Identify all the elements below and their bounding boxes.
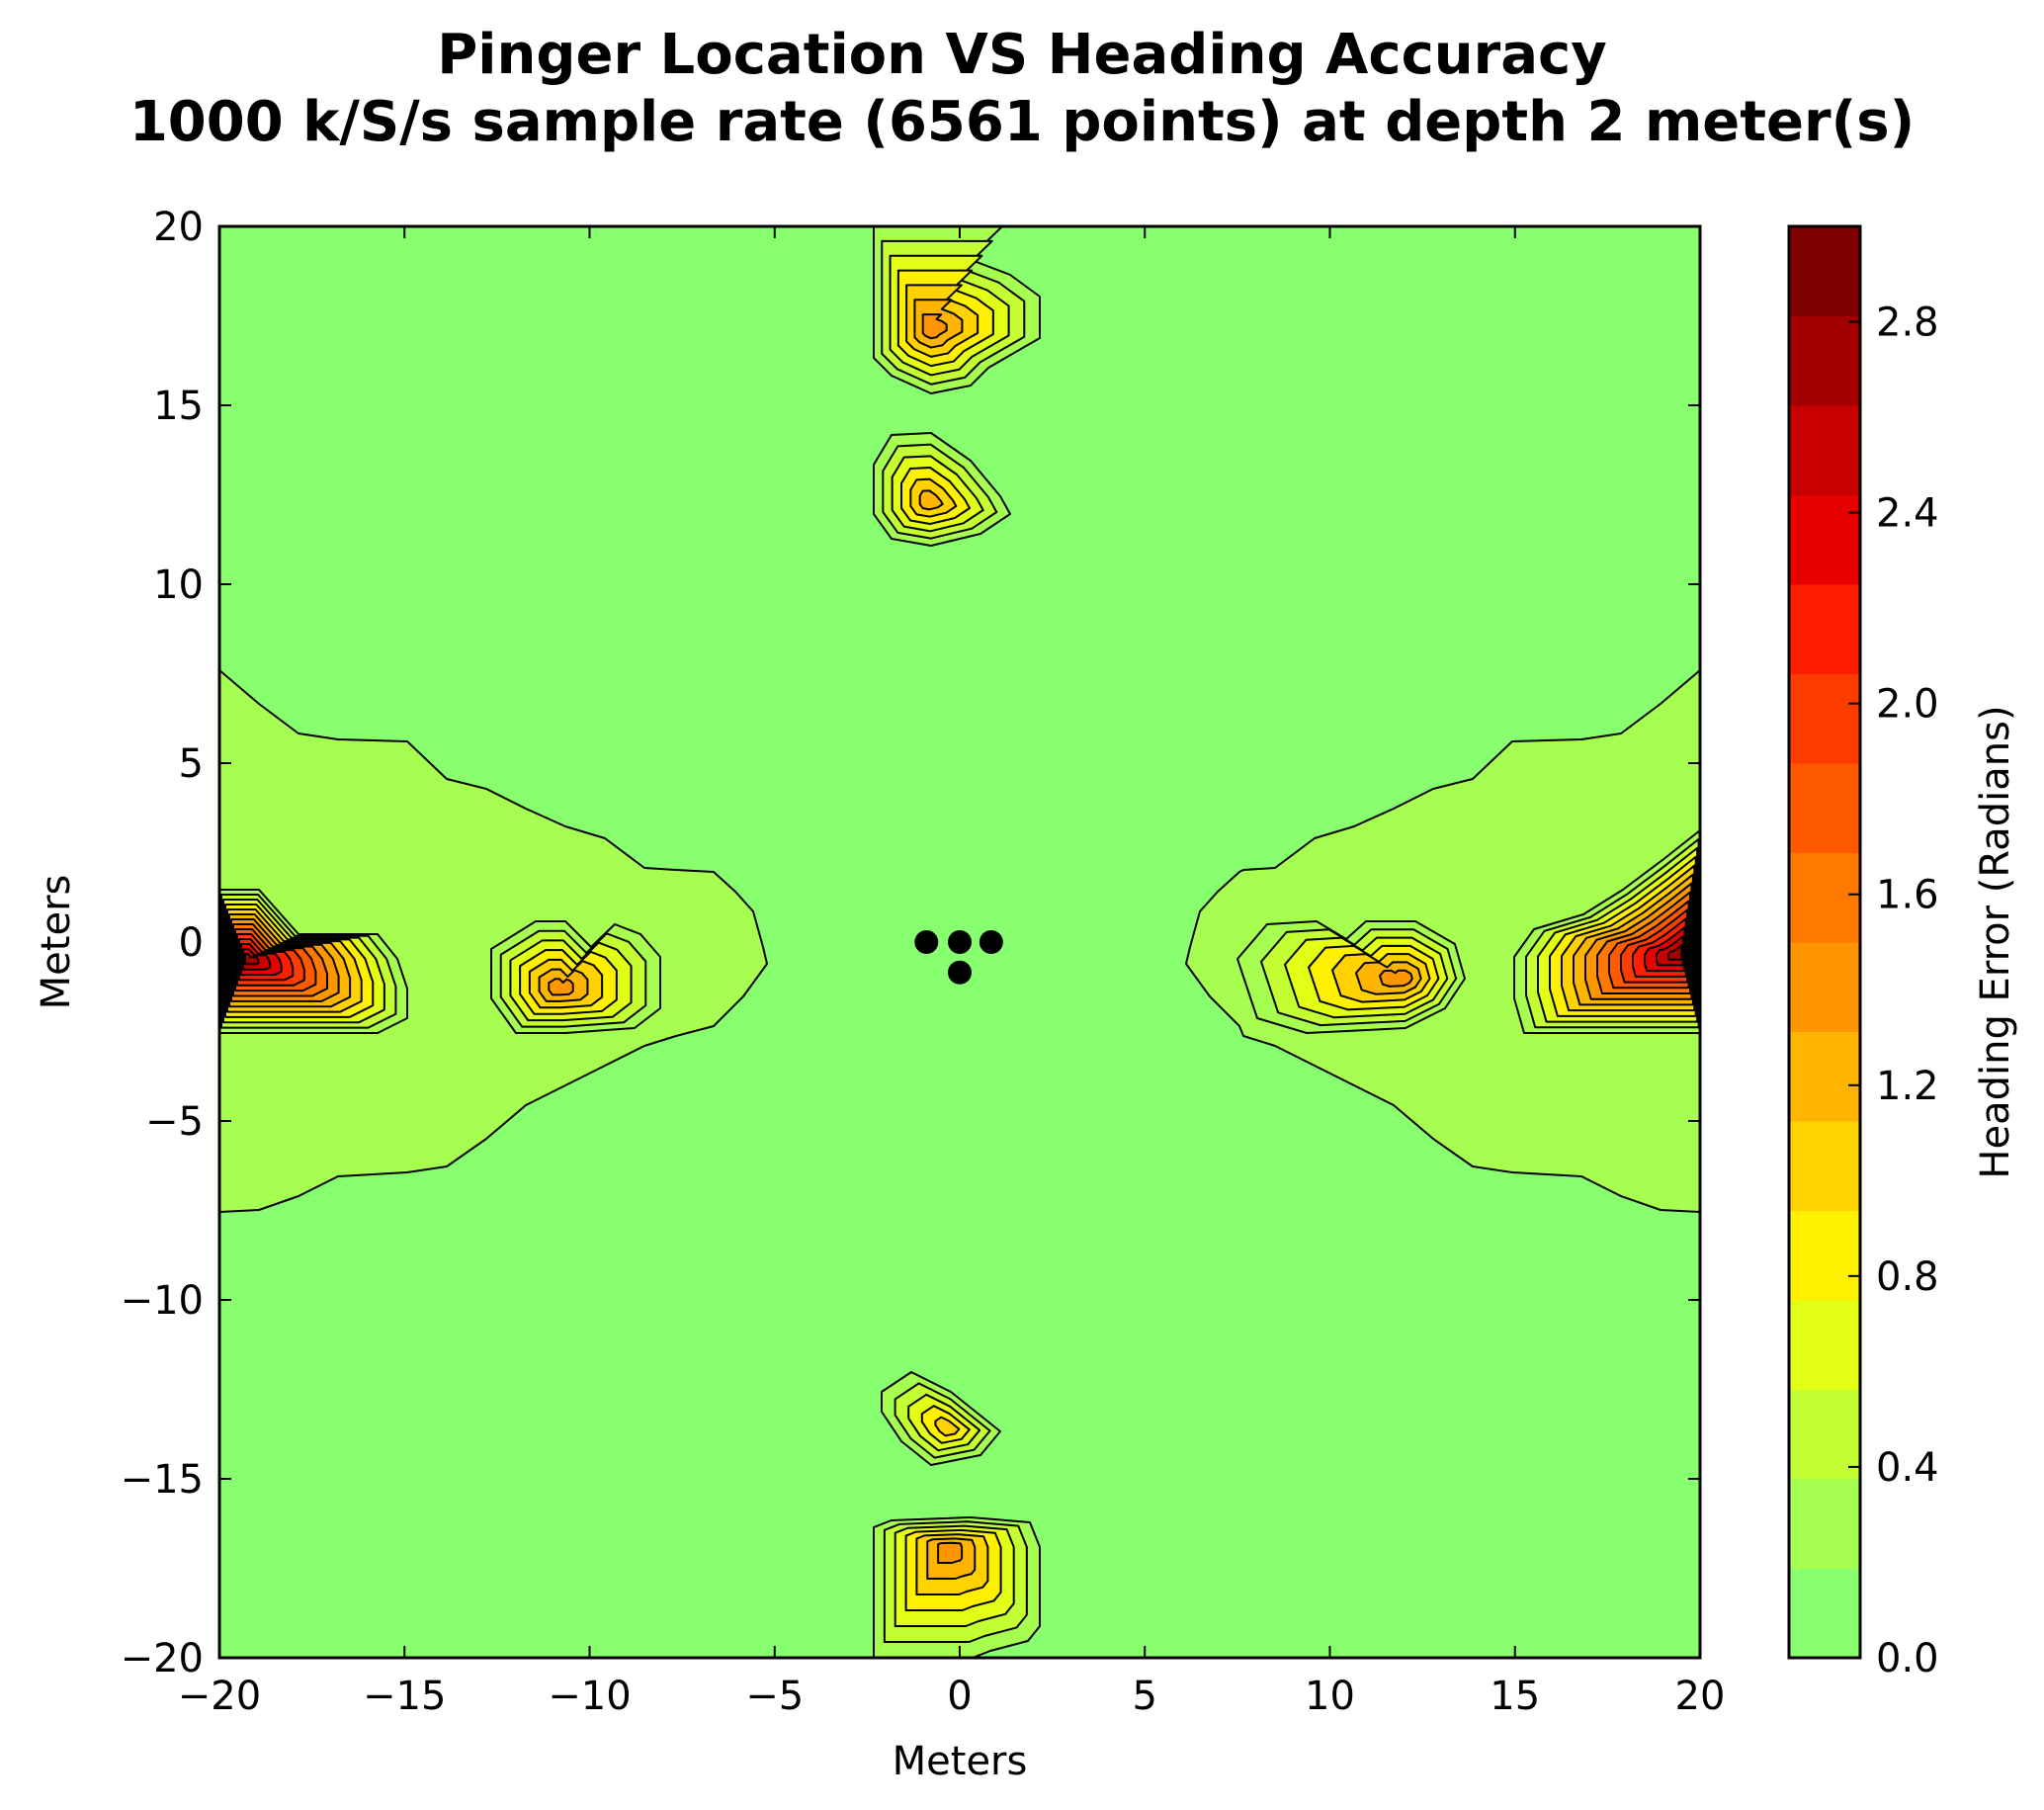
colorbar-tick-label: 0.0 (1876, 1636, 1939, 1681)
hydrophone-markers (914, 930, 1003, 985)
contour-right-inner-peak-level-7 (1379, 969, 1413, 988)
colorbar-band-2 (1789, 1479, 1860, 1569)
y-tick-label: −15 (121, 1457, 204, 1503)
hydrophone-marker-2 (948, 930, 972, 954)
hydrophone-marker-4 (948, 960, 972, 985)
y-tick-label: −10 (121, 1278, 204, 1324)
contour-top-peak-level-7 (921, 313, 948, 340)
y-tick-label: −5 (145, 1099, 204, 1145)
contour-left-inner-peak-level-7 (548, 978, 574, 996)
colorbar-band-3 (1789, 1389, 1860, 1480)
colorbar-band-5 (1789, 1210, 1860, 1301)
contour-left-wing (219, 669, 768, 1213)
y-tick-label: 20 (153, 205, 204, 250)
colorbar-band-11 (1789, 673, 1860, 764)
chart-subtitle: 1000 k/S/s sample rate (6561 points) at … (129, 90, 1915, 154)
x-tick-label: 20 (1675, 1674, 1726, 1719)
colorbar-band-13 (1789, 494, 1860, 585)
colorbar-band-16 (1789, 226, 1860, 316)
contour-bottom-peak-level-7 (937, 1541, 964, 1564)
colorbar-band-12 (1789, 584, 1860, 674)
colorbar-band-4 (1789, 1300, 1860, 1390)
y-tick-label: 0 (179, 920, 204, 966)
x-tick-label: 10 (1305, 1674, 1355, 1719)
colorbar-band-9 (1789, 852, 1860, 943)
contour-plot-area (219, 226, 1700, 1658)
colorbar-tick-label: 2.0 (1876, 682, 1939, 728)
contour-regions (219, 226, 1700, 1658)
contour-lower-mid-peak-level-5 (934, 1416, 961, 1437)
y-tick-label: 10 (153, 562, 204, 608)
x-axis-label: Meters (893, 1739, 1028, 1784)
colorbar-band-10 (1789, 763, 1860, 853)
y-tick-label: −20 (121, 1636, 204, 1681)
x-axis: −20 −15 −10 −5 0 5 10 15 20 (178, 226, 1726, 1719)
hydrophone-marker-1 (914, 930, 939, 954)
colorbar-tick-label: 2.8 (1876, 301, 1939, 346)
x-tick-label: −20 (178, 1674, 261, 1719)
y-axis-label: Meters (34, 875, 79, 1010)
chart-title: Pinger Location VS Heading Accuracy (437, 23, 1606, 87)
colorbar-frame (1787, 224, 1862, 1660)
colorbar-band-1 (1789, 1568, 1860, 1659)
contour-right-peak-level-14 (1667, 944, 1683, 961)
x-tick-label: −10 (548, 1674, 631, 1719)
colorbar-tick-label: 1.6 (1876, 873, 1939, 918)
x-tick-label: −5 (745, 1674, 804, 1719)
contour-left-peak-level-14 (244, 953, 260, 966)
y-tick-label: 15 (153, 384, 204, 429)
colorbar-label: Heading Error (Radians) (1973, 705, 2018, 1178)
colorbar-tick-label: 2.4 (1876, 491, 1939, 537)
colorbar (1789, 226, 1860, 1659)
hydrophone-marker-3 (979, 930, 1003, 954)
colorbar-tick-label: 1.2 (1876, 1064, 1939, 1109)
y-tick-label: 5 (179, 741, 204, 787)
x-tick-label: 0 (947, 1674, 972, 1719)
colorbar-band-7 (1789, 1031, 1860, 1122)
x-tick-label: 15 (1490, 1674, 1540, 1719)
contour-upper-mid-peak-level-6 (918, 489, 944, 511)
colorbar-tick-label: 0.4 (1876, 1445, 1939, 1491)
colorbar-band-15 (1789, 315, 1860, 406)
x-tick-label: −15 (363, 1674, 446, 1719)
y-axis: −20 −15 −10 −5 0 5 10 15 20 (121, 205, 1700, 1681)
colorbar-tick-label: 0.8 (1876, 1254, 1939, 1300)
colorbar-band-6 (1789, 1121, 1860, 1211)
colorbar-ticks: 0.0 0.4 0.8 1.2 1.6 2.0 2.4 2.8 (1848, 301, 1939, 1681)
colorbar-band-14 (1789, 405, 1860, 495)
colorbar-band-8 (1789, 942, 1860, 1032)
x-tick-label: 5 (1133, 1674, 1157, 1719)
